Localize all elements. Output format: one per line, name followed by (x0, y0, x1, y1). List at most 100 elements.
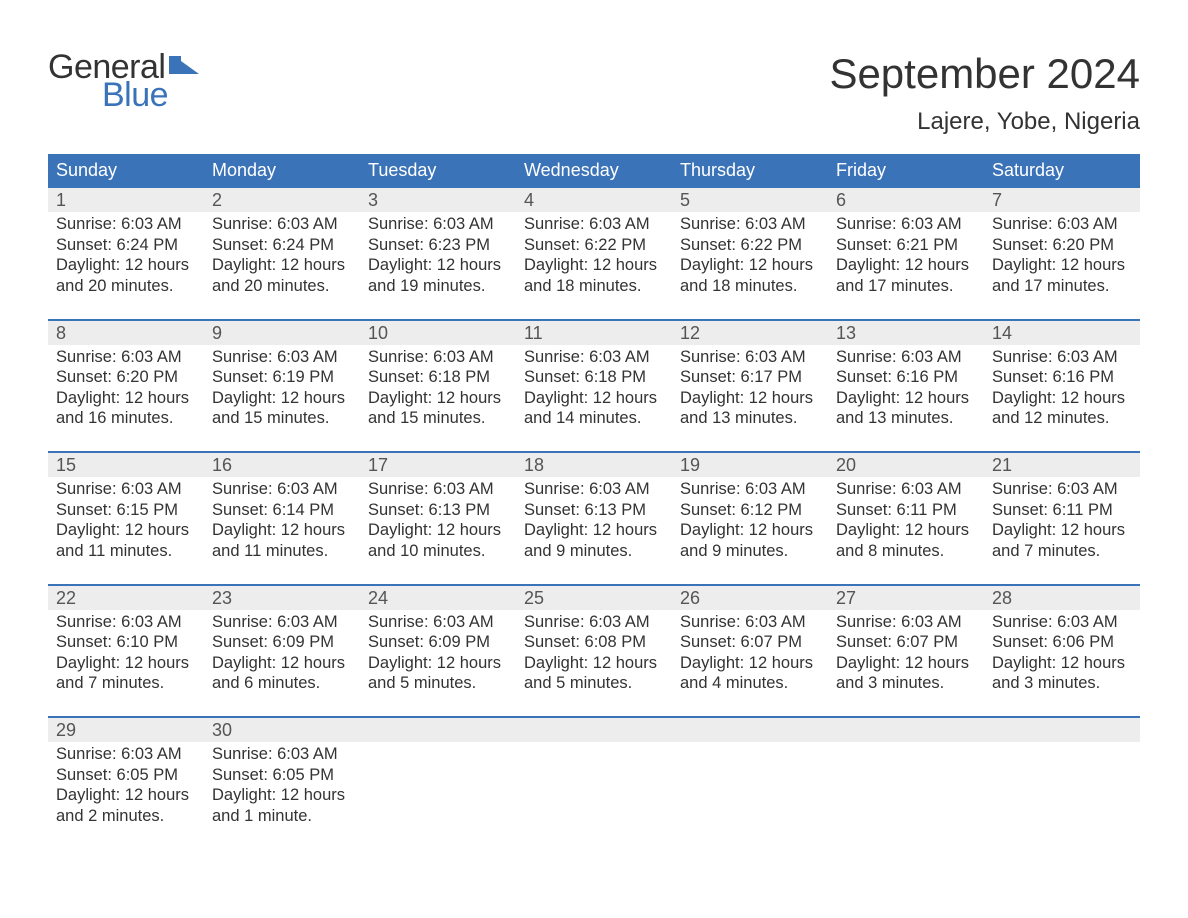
day-detail-cell: Sunrise: 6:03 AMSunset: 6:16 PMDaylight:… (984, 345, 1140, 430)
day-number: 18 (516, 453, 672, 477)
day-detail-line: Sunset: 6:20 PM (992, 235, 1132, 256)
day-detail-line: and 3 minutes. (836, 673, 976, 694)
day-detail-line: Daylight: 12 hours (212, 653, 352, 674)
day-detail-row: Sunrise: 6:03 AMSunset: 6:15 PMDaylight:… (48, 477, 1140, 562)
weekday-header-cell: Friday (828, 154, 984, 188)
day-detail-line: Sunrise: 6:03 AM (524, 612, 664, 633)
day-detail-cell: Sunrise: 6:03 AMSunset: 6:22 PMDaylight:… (516, 212, 672, 297)
day-detail-cell: Sunrise: 6:03 AMSunset: 6:11 PMDaylight:… (984, 477, 1140, 562)
day-number: 29 (48, 718, 204, 742)
day-detail-cell: Sunrise: 6:03 AMSunset: 6:18 PMDaylight:… (516, 345, 672, 430)
day-number: 20 (828, 453, 984, 477)
day-detail-line: and 18 minutes. (524, 276, 664, 297)
day-number (828, 718, 984, 742)
day-detail-line: and 17 minutes. (836, 276, 976, 297)
day-number (360, 718, 516, 742)
day-number-row: 15161718192021 (48, 453, 1140, 477)
day-detail-line: and 18 minutes. (680, 276, 820, 297)
day-detail-line: Daylight: 12 hours (836, 653, 976, 674)
day-detail-line: Daylight: 12 hours (524, 255, 664, 276)
day-number: 11 (516, 321, 672, 345)
day-detail-line: Sunrise: 6:03 AM (56, 347, 196, 368)
day-detail-line: Sunset: 6:22 PM (524, 235, 664, 256)
day-detail-line: Sunrise: 6:03 AM (680, 214, 820, 235)
day-detail-line: Sunrise: 6:03 AM (212, 744, 352, 765)
day-detail-line: Daylight: 12 hours (680, 255, 820, 276)
day-detail-cell: Sunrise: 6:03 AMSunset: 6:20 PMDaylight:… (48, 345, 204, 430)
day-number: 28 (984, 586, 1140, 610)
day-detail-line: Sunset: 6:10 PM (56, 632, 196, 653)
day-number (984, 718, 1140, 742)
day-detail-line: Daylight: 12 hours (524, 653, 664, 674)
calendar-week: 1234567Sunrise: 6:03 AMSunset: 6:24 PMDa… (48, 188, 1140, 297)
day-detail-line: Sunrise: 6:03 AM (992, 479, 1132, 500)
day-detail-cell: Sunrise: 6:03 AMSunset: 6:17 PMDaylight:… (672, 345, 828, 430)
day-detail-line: Sunrise: 6:03 AM (368, 347, 508, 368)
day-number: 14 (984, 321, 1140, 345)
day-number: 1 (48, 188, 204, 212)
calendar-grid: SundayMondayTuesdayWednesdayThursdayFrid… (48, 154, 1140, 827)
day-detail-cell: Sunrise: 6:03 AMSunset: 6:09 PMDaylight:… (360, 610, 516, 695)
day-detail-line: and 4 minutes. (680, 673, 820, 694)
day-number: 19 (672, 453, 828, 477)
day-detail-line: and 13 minutes. (836, 408, 976, 429)
day-detail-line: Sunset: 6:24 PM (212, 235, 352, 256)
day-detail-line: and 15 minutes. (212, 408, 352, 429)
day-detail-line: Sunrise: 6:03 AM (836, 479, 976, 500)
logo-word-blue: Blue (102, 78, 199, 112)
day-number: 9 (204, 321, 360, 345)
day-detail-line: Sunrise: 6:03 AM (56, 744, 196, 765)
day-detail-cell: Sunrise: 6:03 AMSunset: 6:15 PMDaylight:… (48, 477, 204, 562)
calendar-week: 22232425262728Sunrise: 6:03 AMSunset: 6:… (48, 584, 1140, 695)
day-number: 23 (204, 586, 360, 610)
day-detail-line: and 19 minutes. (368, 276, 508, 297)
location-subtitle: Lajere, Yobe, Nigeria (829, 108, 1140, 136)
day-detail-cell: Sunrise: 6:03 AMSunset: 6:14 PMDaylight:… (204, 477, 360, 562)
weekday-header-row: SundayMondayTuesdayWednesdayThursdayFrid… (48, 154, 1140, 188)
day-number: 30 (204, 718, 360, 742)
day-detail-cell: Sunrise: 6:03 AMSunset: 6:22 PMDaylight:… (672, 212, 828, 297)
day-detail-line: Daylight: 12 hours (212, 785, 352, 806)
day-detail-line: Sunrise: 6:03 AM (524, 479, 664, 500)
day-detail-line: and 7 minutes. (992, 541, 1132, 562)
day-detail-line: Sunrise: 6:03 AM (680, 479, 820, 500)
day-detail-line: and 15 minutes. (368, 408, 508, 429)
day-detail-line: and 11 minutes. (56, 541, 196, 562)
flag-icon (169, 56, 199, 78)
weeks-container: 1234567Sunrise: 6:03 AMSunset: 6:24 PMDa… (48, 188, 1140, 827)
day-detail-line: Sunset: 6:07 PM (680, 632, 820, 653)
day-detail-line: Sunset: 6:17 PM (680, 367, 820, 388)
day-number (516, 718, 672, 742)
day-detail-row: Sunrise: 6:03 AMSunset: 6:20 PMDaylight:… (48, 345, 1140, 430)
day-detail-cell: Sunrise: 6:03 AMSunset: 6:13 PMDaylight:… (360, 477, 516, 562)
brand-logo: General Blue (48, 50, 199, 112)
day-detail-line: Sunrise: 6:03 AM (56, 214, 196, 235)
day-detail-line: Sunset: 6:09 PM (212, 632, 352, 653)
day-detail-line: Daylight: 12 hours (680, 388, 820, 409)
day-detail-line: Sunset: 6:12 PM (680, 500, 820, 521)
weekday-header-cell: Tuesday (360, 154, 516, 188)
day-detail-line: Sunrise: 6:03 AM (212, 612, 352, 633)
weekday-header-cell: Saturday (984, 154, 1140, 188)
day-detail-cell: Sunrise: 6:03 AMSunset: 6:09 PMDaylight:… (204, 610, 360, 695)
day-detail-line: Sunset: 6:13 PM (368, 500, 508, 521)
day-detail-line: Sunrise: 6:03 AM (368, 214, 508, 235)
day-detail-line: and 5 minutes. (524, 673, 664, 694)
day-detail-line: Daylight: 12 hours (368, 388, 508, 409)
day-detail-line: Sunrise: 6:03 AM (992, 214, 1132, 235)
day-detail-line: Sunset: 6:08 PM (524, 632, 664, 653)
day-number: 12 (672, 321, 828, 345)
weekday-header-cell: Sunday (48, 154, 204, 188)
day-detail-line: Sunset: 6:07 PM (836, 632, 976, 653)
day-detail-cell: Sunrise: 6:03 AMSunset: 6:07 PMDaylight:… (828, 610, 984, 695)
day-detail-line: Sunset: 6:18 PM (368, 367, 508, 388)
day-detail-cell: Sunrise: 6:03 AMSunset: 6:10 PMDaylight:… (48, 610, 204, 695)
day-number-row: 891011121314 (48, 321, 1140, 345)
day-number: 16 (204, 453, 360, 477)
day-detail-cell: Sunrise: 6:03 AMSunset: 6:11 PMDaylight:… (828, 477, 984, 562)
day-detail-line: Daylight: 12 hours (56, 388, 196, 409)
day-number: 6 (828, 188, 984, 212)
day-detail-cell (672, 742, 828, 827)
weekday-header-cell: Monday (204, 154, 360, 188)
day-detail-row: Sunrise: 6:03 AMSunset: 6:05 PMDaylight:… (48, 742, 1140, 827)
